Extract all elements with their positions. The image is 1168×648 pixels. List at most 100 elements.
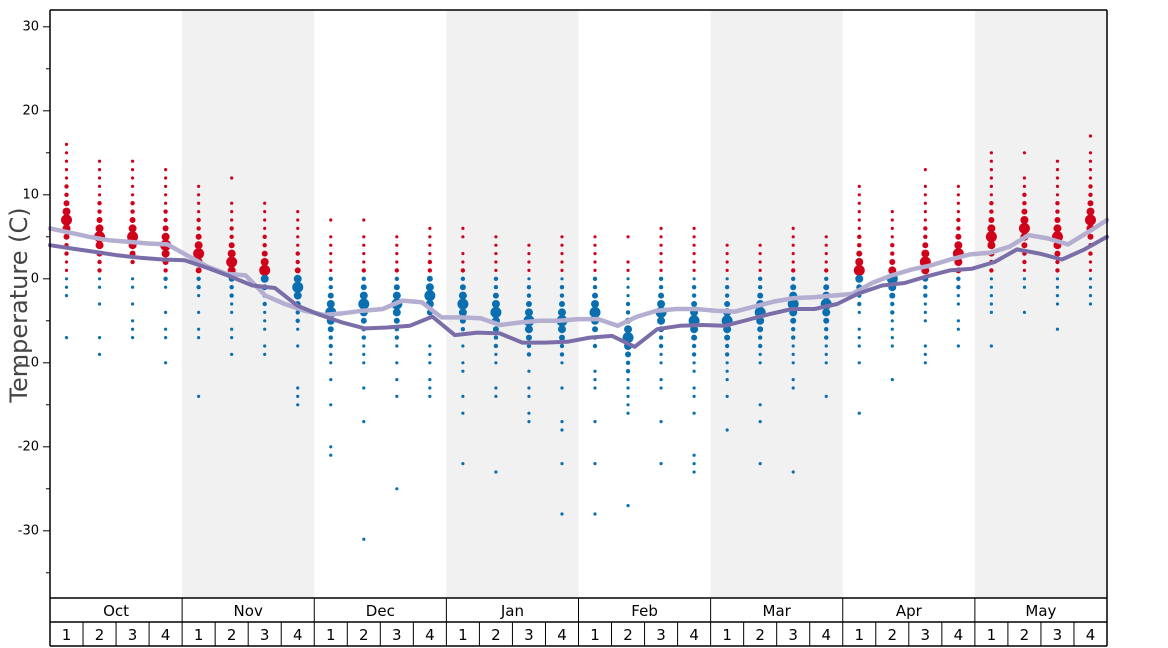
warm-dot xyxy=(64,192,69,197)
cold-dot xyxy=(527,277,531,281)
cold-dot xyxy=(725,277,729,281)
cold-dot xyxy=(625,369,631,374)
warm-dot xyxy=(758,252,762,256)
cold-dot xyxy=(857,344,861,348)
cold-dot xyxy=(560,428,564,432)
cold-dot xyxy=(890,319,894,323)
cold-dot xyxy=(560,361,564,365)
cold-dot xyxy=(857,361,861,365)
warm-dot xyxy=(560,235,564,239)
cold-dot xyxy=(659,378,663,382)
warm-dot xyxy=(1088,268,1093,272)
warm-dot xyxy=(1022,151,1027,155)
cold-dot xyxy=(296,403,300,407)
warm-dot xyxy=(261,250,268,257)
cold-dot xyxy=(428,394,432,398)
warm-dot xyxy=(329,260,333,264)
cold-dot xyxy=(724,285,730,290)
warm-dot xyxy=(461,235,465,239)
warm-dot xyxy=(296,243,300,247)
warm-dot xyxy=(659,243,663,247)
warm-dot xyxy=(1088,134,1093,138)
cold-dot xyxy=(293,291,302,300)
warm-dot xyxy=(527,268,531,272)
cold-dot xyxy=(560,420,564,424)
cold-dot xyxy=(725,361,729,365)
cold-dot xyxy=(589,306,601,318)
cold-dot xyxy=(923,302,927,306)
warm-dot xyxy=(857,243,862,248)
cold-dot xyxy=(658,335,664,340)
cold-dot xyxy=(263,319,267,323)
cold-dot xyxy=(229,285,234,290)
warm-dot xyxy=(987,224,996,233)
warm-dot xyxy=(1084,214,1096,226)
cold-dot xyxy=(494,470,498,474)
cold-dot xyxy=(923,344,927,348)
warm-dot xyxy=(890,243,895,248)
week-label: 2 xyxy=(491,626,501,644)
warm-dot xyxy=(263,210,267,214)
cold-dot xyxy=(659,386,663,390)
warm-dot xyxy=(527,243,531,247)
cold-dot xyxy=(527,369,531,373)
week-label: 1 xyxy=(326,626,336,644)
warm-dot xyxy=(923,226,928,231)
warm-dot xyxy=(1055,259,1060,265)
warm-dot xyxy=(921,249,930,258)
warm-dot xyxy=(593,235,597,239)
cold-dot xyxy=(196,276,201,281)
warm-dot xyxy=(1022,184,1027,188)
month-label-oct: Oct xyxy=(103,602,129,620)
cold-dot xyxy=(824,335,829,340)
cold-dot xyxy=(956,276,961,281)
cold-dot xyxy=(890,378,894,382)
warm-dot xyxy=(659,226,663,230)
cold-dot xyxy=(362,537,366,541)
cold-dot xyxy=(1088,302,1093,306)
warm-dot xyxy=(857,210,861,214)
cold-dot xyxy=(394,276,400,281)
y-axis-title: Temperature (C) xyxy=(5,207,33,403)
trend-line-dark xyxy=(48,234,1109,349)
cold-dot xyxy=(658,276,664,281)
week-label: 2 xyxy=(888,626,898,644)
cold-dot xyxy=(823,317,830,324)
cold-dot xyxy=(659,352,663,356)
cold-dot xyxy=(956,319,960,323)
warm-dot xyxy=(461,252,465,256)
cold-dot xyxy=(393,317,400,324)
warm-dot xyxy=(989,268,994,273)
cold-dot xyxy=(824,394,828,398)
warm-dot xyxy=(295,251,300,256)
cold-dot xyxy=(494,361,498,365)
cold-dot xyxy=(292,281,304,293)
week-label: 4 xyxy=(821,626,831,644)
week-label: 1 xyxy=(62,626,72,644)
warm-dot xyxy=(791,268,796,273)
warm-dot xyxy=(196,226,201,231)
warm-dot xyxy=(61,214,73,226)
cold-dot xyxy=(392,291,401,300)
warm-dot xyxy=(64,142,69,146)
warm-dot xyxy=(427,268,433,273)
warm-dot xyxy=(988,217,995,223)
warm-dot xyxy=(626,235,630,239)
warm-dot xyxy=(593,268,597,272)
warm-dot xyxy=(758,268,762,272)
warm-dot xyxy=(985,231,997,243)
month-shade-mar xyxy=(710,10,843,598)
cold-dot xyxy=(758,420,762,424)
warm-dot xyxy=(989,184,993,188)
cold-dot xyxy=(97,285,102,289)
cold-dot xyxy=(461,411,465,415)
week-label: 3 xyxy=(260,626,270,644)
cold-dot xyxy=(557,308,566,317)
warm-dot xyxy=(97,193,102,197)
cold-dot xyxy=(229,293,234,298)
week-label: 4 xyxy=(1086,626,1096,644)
warm-dot xyxy=(989,176,993,180)
warm-dot xyxy=(263,201,267,205)
warm-dot xyxy=(329,243,333,247)
warm-dot xyxy=(956,184,960,188)
